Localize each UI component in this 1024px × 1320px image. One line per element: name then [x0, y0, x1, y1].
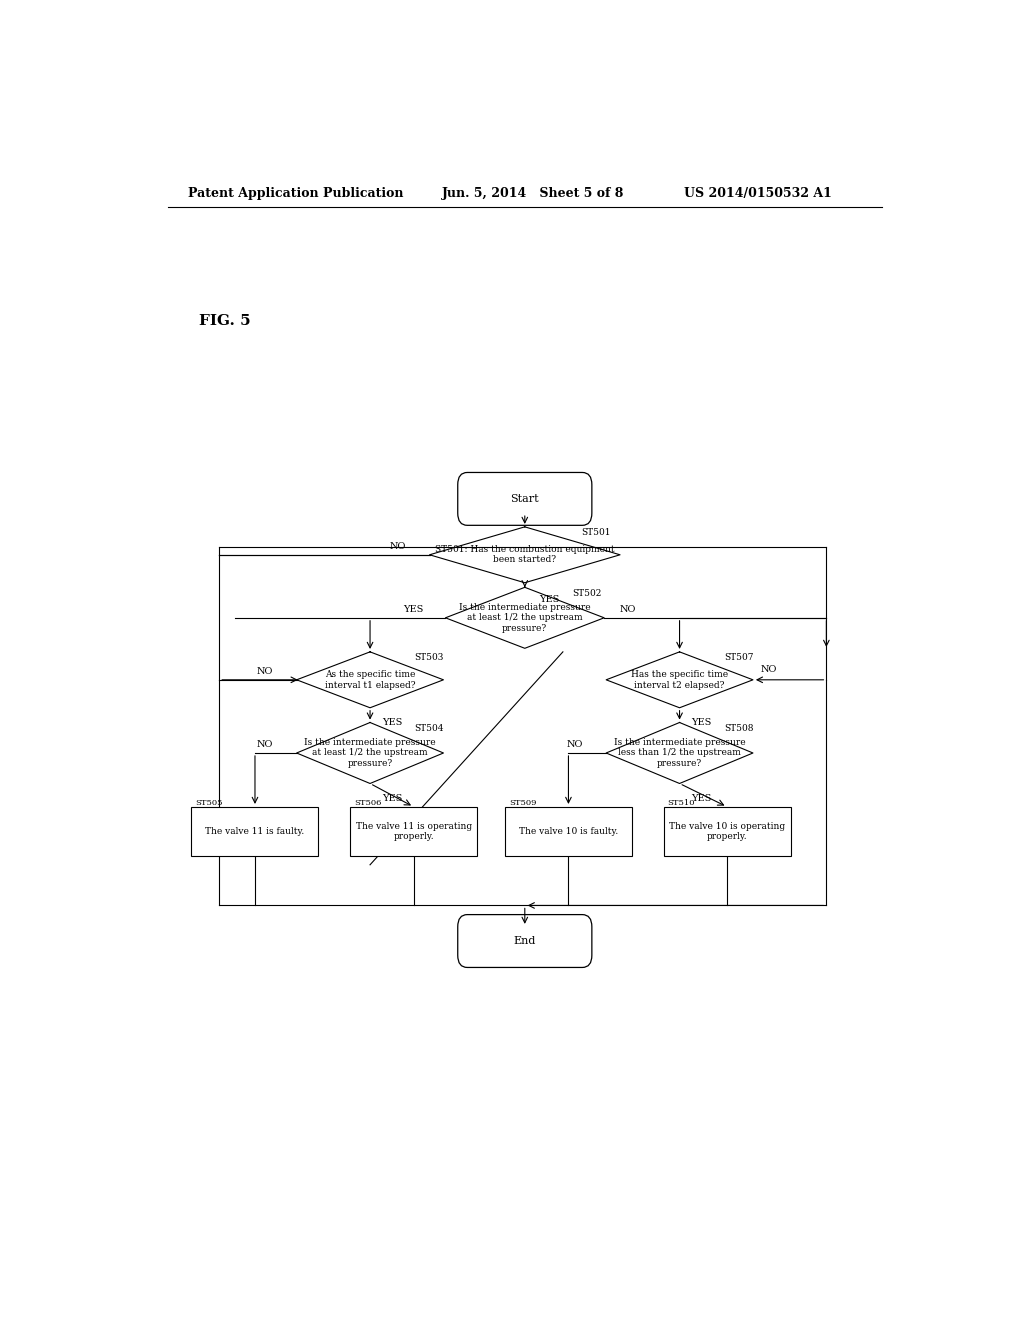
Text: Start: Start	[511, 494, 539, 504]
Text: ST503: ST503	[415, 652, 443, 661]
Text: End: End	[514, 936, 536, 946]
Text: ST506: ST506	[354, 799, 382, 807]
Text: ST508: ST508	[724, 725, 754, 733]
Text: YES: YES	[382, 718, 402, 727]
Text: ST501: ST501	[582, 528, 610, 537]
Polygon shape	[445, 587, 604, 648]
Text: ST501: Has the combustion equipment
been started?: ST501: Has the combustion equipment been…	[435, 545, 614, 565]
Text: ST504: ST504	[415, 725, 443, 733]
FancyBboxPatch shape	[664, 807, 791, 855]
Text: Is the intermediate pressure
at least 1/2 the upstream
pressure?: Is the intermediate pressure at least 1/…	[459, 603, 591, 632]
FancyBboxPatch shape	[458, 473, 592, 525]
Text: Patent Application Publication: Patent Application Publication	[187, 187, 403, 201]
Text: YES: YES	[403, 605, 424, 614]
Text: The valve 11 is operating
properly.: The valve 11 is operating properly.	[355, 821, 472, 841]
Text: FIG. 5: FIG. 5	[200, 314, 251, 329]
Text: ST502: ST502	[572, 589, 602, 598]
Polygon shape	[297, 722, 443, 784]
Text: Has the specific time
interval t2 elapsed?: Has the specific time interval t2 elapse…	[631, 671, 728, 689]
Text: YES: YES	[539, 595, 559, 605]
Text: Is the intermediate pressure
less than 1/2 the upstream
pressure?: Is the intermediate pressure less than 1…	[613, 738, 745, 768]
Text: Is the intermediate pressure
at least 1/2 the upstream
pressure?: Is the intermediate pressure at least 1/…	[304, 738, 436, 768]
Text: ST507: ST507	[724, 652, 754, 661]
Polygon shape	[606, 652, 753, 708]
Text: NO: NO	[257, 667, 273, 676]
Text: ST509: ST509	[509, 799, 537, 807]
Text: ST510: ST510	[668, 799, 695, 807]
Polygon shape	[606, 722, 753, 784]
FancyBboxPatch shape	[458, 915, 592, 968]
Text: NO: NO	[257, 741, 273, 750]
Text: US 2014/0150532 A1: US 2014/0150532 A1	[684, 187, 831, 201]
Text: YES: YES	[691, 793, 712, 803]
FancyBboxPatch shape	[191, 807, 318, 855]
Text: The valve 10 is operating
properly.: The valve 10 is operating properly.	[669, 821, 785, 841]
Text: YES: YES	[382, 793, 402, 803]
Text: ST505: ST505	[196, 799, 223, 807]
Text: NO: NO	[761, 665, 777, 675]
Text: NO: NO	[390, 543, 406, 552]
Polygon shape	[297, 652, 443, 708]
FancyBboxPatch shape	[505, 807, 632, 855]
Text: The valve 11 is faulty.: The valve 11 is faulty.	[206, 826, 304, 836]
Text: NO: NO	[566, 741, 583, 750]
Text: NO: NO	[620, 605, 636, 614]
Text: As the specific time
interval t1 elapsed?: As the specific time interval t1 elapsed…	[325, 671, 416, 689]
FancyBboxPatch shape	[350, 807, 477, 855]
Polygon shape	[430, 527, 620, 582]
Text: YES: YES	[691, 718, 712, 727]
Text: Jun. 5, 2014   Sheet 5 of 8: Jun. 5, 2014 Sheet 5 of 8	[441, 187, 624, 201]
Text: The valve 10 is faulty.: The valve 10 is faulty.	[519, 826, 618, 836]
